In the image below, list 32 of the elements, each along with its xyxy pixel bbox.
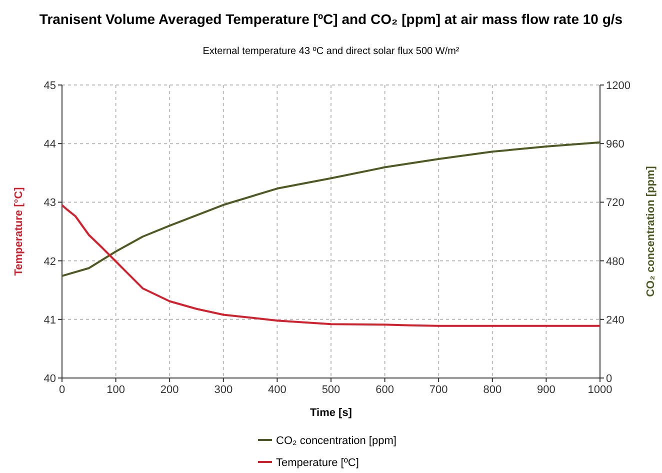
y-tick-label: 41 <box>44 314 56 326</box>
x-tick-label: 100 <box>106 384 125 396</box>
chart-title: Tranisent Volume Averaged Temperature [ºC] and CO₂ [ppm] at air mass flow rate 10 g/s <box>39 11 623 27</box>
x-tick-label: 500 <box>322 384 340 396</box>
legend-label: Temperature [ºC] <box>276 457 359 469</box>
y2-tick-label: 1200 <box>606 80 630 92</box>
y-tick-label: 45 <box>44 80 56 92</box>
y2-axis-title: CO₂ concentration [ppm] <box>645 166 657 297</box>
y-tick-label: 44 <box>44 138 56 151</box>
x-tick-label: 0 <box>58 384 66 396</box>
x-axis-title: Time [s] <box>310 407 352 419</box>
x-tick-label: 1000 <box>588 384 612 396</box>
line-series <box>61 141 601 277</box>
line-series <box>61 204 601 327</box>
chart-subtitle: External temperature 43 ºC and direct solar flux 500 W/m² <box>202 46 460 57</box>
x-tick-label: 900 <box>537 384 556 396</box>
x-tick-label: 400 <box>268 384 286 396</box>
x-tick-label: 600 <box>376 384 394 396</box>
y-tick-label: 40 <box>44 373 56 385</box>
x-tick-label: 700 <box>429 384 448 396</box>
y-tick-label: 42 <box>44 256 56 268</box>
x-tick-label: 800 <box>483 384 502 396</box>
y2-tick-label: 480 <box>606 256 624 268</box>
y2-tick-label: 240 <box>606 314 624 326</box>
y-tick-label: 43 <box>44 197 56 210</box>
x-tick-label: 300 <box>214 384 233 396</box>
legend-label: CO₂ concentration [ppm] <box>276 435 396 447</box>
y2-tick-label: 720 <box>606 197 624 210</box>
y2-tick-label: 0 <box>606 373 612 385</box>
x-tick-label: 200 <box>160 384 179 396</box>
y-axis-title: Temperature [°C] <box>13 186 25 276</box>
y2-tick-label: 960 <box>606 138 624 151</box>
